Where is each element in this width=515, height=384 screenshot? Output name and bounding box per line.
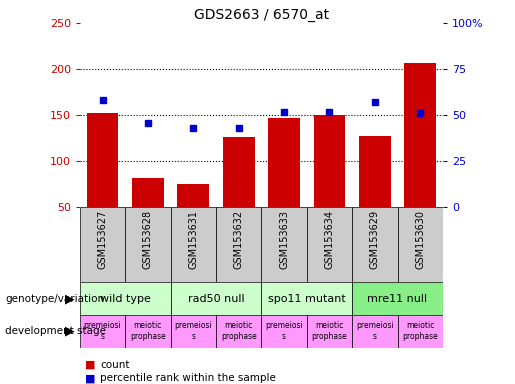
Text: ▶: ▶ bbox=[65, 325, 75, 338]
Bar bbox=[398, 315, 443, 348]
Text: mre11 null: mre11 null bbox=[368, 293, 427, 304]
Text: development stage: development stage bbox=[5, 326, 106, 336]
Text: GSM153634: GSM153634 bbox=[324, 210, 334, 268]
Bar bbox=[223, 137, 254, 207]
Bar bbox=[307, 207, 352, 282]
Bar bbox=[87, 113, 118, 207]
Bar bbox=[170, 315, 216, 348]
Bar bbox=[261, 207, 307, 282]
Bar bbox=[177, 184, 209, 207]
Text: ▶: ▶ bbox=[65, 292, 75, 305]
Text: meiotic
prophase: meiotic prophase bbox=[130, 321, 166, 341]
Text: premeiosi
s: premeiosi s bbox=[175, 321, 212, 341]
Bar bbox=[80, 282, 170, 315]
Text: rad50 null: rad50 null bbox=[187, 293, 244, 304]
Bar bbox=[80, 315, 125, 348]
Bar bbox=[359, 136, 391, 207]
Text: GSM153628: GSM153628 bbox=[143, 210, 153, 269]
Text: genotype/variation: genotype/variation bbox=[5, 293, 104, 304]
Text: wild type: wild type bbox=[100, 293, 151, 304]
Bar bbox=[125, 315, 170, 348]
Bar bbox=[216, 207, 261, 282]
Text: meiotic
prophase: meiotic prophase bbox=[402, 321, 438, 341]
Bar bbox=[261, 315, 307, 348]
Title: GDS2663 / 6570_at: GDS2663 / 6570_at bbox=[194, 8, 329, 22]
Bar bbox=[352, 282, 443, 315]
Text: GSM153633: GSM153633 bbox=[279, 210, 289, 268]
Bar bbox=[170, 282, 261, 315]
Text: premeiosi
s: premeiosi s bbox=[265, 321, 303, 341]
Bar bbox=[398, 207, 443, 282]
Bar bbox=[261, 282, 352, 315]
Text: ■: ■ bbox=[85, 373, 95, 383]
Bar bbox=[170, 207, 216, 282]
Bar bbox=[314, 115, 346, 207]
Text: meiotic
prophase: meiotic prophase bbox=[312, 321, 347, 341]
Text: percentile rank within the sample: percentile rank within the sample bbox=[100, 373, 277, 383]
Text: ■: ■ bbox=[85, 360, 95, 370]
Text: premeiosi
s: premeiosi s bbox=[83, 321, 122, 341]
Bar bbox=[216, 315, 261, 348]
Bar bbox=[352, 207, 398, 282]
Bar bbox=[132, 178, 164, 207]
Bar bbox=[125, 207, 170, 282]
Text: premeiosi
s: premeiosi s bbox=[356, 321, 393, 341]
Text: GSM153627: GSM153627 bbox=[97, 210, 108, 269]
Text: spo11 mutant: spo11 mutant bbox=[268, 293, 346, 304]
Bar bbox=[352, 315, 398, 348]
Bar bbox=[404, 63, 436, 207]
Bar bbox=[268, 118, 300, 207]
Text: GSM153632: GSM153632 bbox=[234, 210, 244, 269]
Text: GSM153629: GSM153629 bbox=[370, 210, 380, 269]
Bar bbox=[80, 207, 125, 282]
Text: GSM153630: GSM153630 bbox=[415, 210, 425, 268]
Text: GSM153631: GSM153631 bbox=[188, 210, 198, 268]
Text: count: count bbox=[100, 360, 130, 370]
Text: meiotic
prophase: meiotic prophase bbox=[221, 321, 256, 341]
Bar bbox=[307, 315, 352, 348]
